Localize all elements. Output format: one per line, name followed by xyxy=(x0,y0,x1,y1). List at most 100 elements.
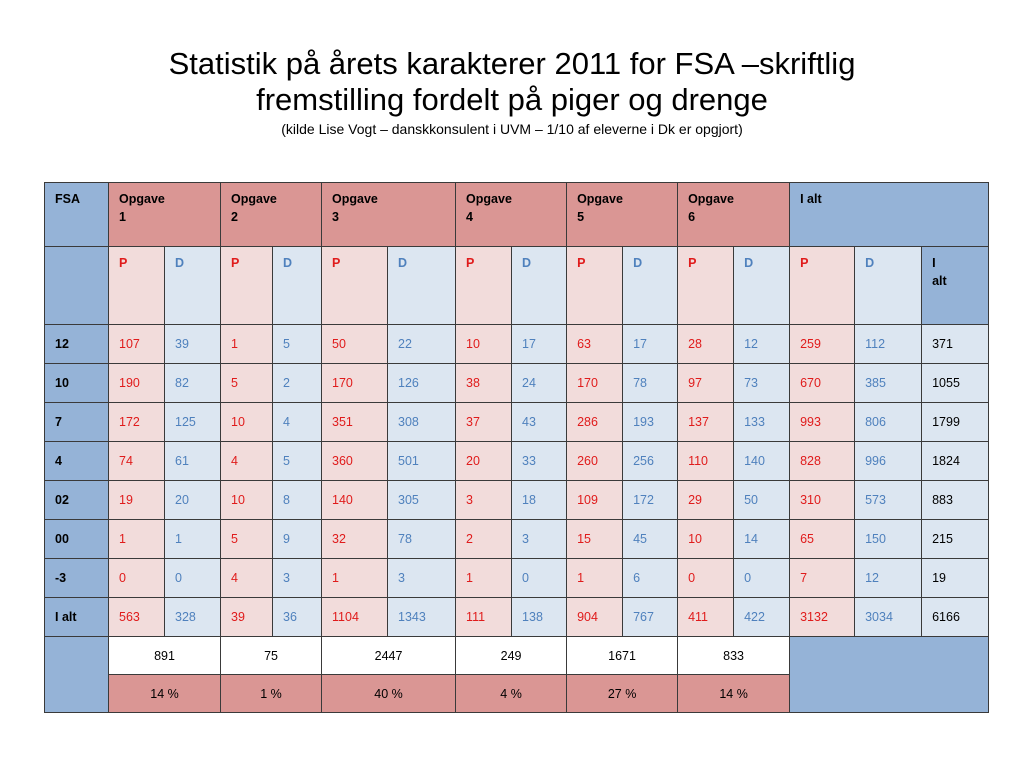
opgave-header: Opgave 1 xyxy=(107,182,222,247)
opgave-header: Opgave 3 xyxy=(321,182,457,247)
d-value-cell: 12 xyxy=(733,324,791,364)
d-value-cell: 422 xyxy=(733,597,791,637)
d-value-cell: 5 xyxy=(272,324,323,364)
grade-statistics-table: FSA Opgave 1 Opgave 2 Opgave 3 Opgave 4 Opgave 5 Op… xyxy=(44,182,990,713)
d-value-cell: 3 xyxy=(511,519,568,559)
p-value-cell: 190 xyxy=(108,363,165,403)
d-subheader: D xyxy=(272,246,323,325)
d-value-cell: 8 xyxy=(272,480,323,520)
opgave-header-label: Opgave xyxy=(119,192,165,206)
p-value-cell: 904 xyxy=(566,597,624,637)
p-value-cell: 170 xyxy=(321,363,389,403)
d-value-cell: 385 xyxy=(854,363,923,403)
p-value-cell: 10 xyxy=(220,402,274,442)
d-value-cell: 1 xyxy=(163,519,222,559)
d-value-cell: 3 xyxy=(387,558,457,598)
d-value-cell: 0 xyxy=(163,558,222,598)
title-block: Statistik på årets karakterer 2011 for F… xyxy=(0,46,1024,138)
p-value-cell: 74 xyxy=(108,441,165,481)
title-line-2: fremstilling fordelt på piger og drenge xyxy=(256,82,768,117)
opgave-header-label: Opgave xyxy=(332,192,378,206)
d-value-cell: 806 xyxy=(854,402,923,442)
total-subheader-line2: alt xyxy=(932,274,947,288)
p-value-cell: 15 xyxy=(566,519,624,559)
grade-label: 00 xyxy=(44,519,109,559)
opgave-header: Opgave 6 xyxy=(677,182,791,247)
d-value-cell: 150 xyxy=(854,519,923,559)
p-subheader: P xyxy=(108,246,165,325)
total-cell: 1055 xyxy=(921,363,990,403)
opgave-header-label: Opgave xyxy=(466,192,512,206)
d-value-cell: 140 xyxy=(733,441,791,481)
corner-header: FSA xyxy=(44,182,109,247)
d-value-cell: 20 xyxy=(163,480,222,520)
p-subheader: P xyxy=(677,246,735,325)
opgave-header-number: 6 xyxy=(688,210,696,224)
p-value-cell: 828 xyxy=(789,441,856,481)
d-value-cell: 0 xyxy=(511,558,568,598)
d-value-cell: 256 xyxy=(622,441,679,481)
grade-label: I alt xyxy=(44,597,109,637)
p-value-cell: 63 xyxy=(566,324,624,364)
opgave-header: Opgave 4 xyxy=(455,182,568,247)
d-value-cell: 112 xyxy=(854,324,923,364)
d-value-cell: 18 xyxy=(511,480,568,520)
d-value-cell: 308 xyxy=(387,402,457,442)
table-row: 12 107 39 1 5 50 22 10 17 63 17 28 12 259 112 371 xyxy=(44,324,990,364)
d-subheader: D xyxy=(163,246,222,325)
d-value-cell: 36 xyxy=(272,597,323,637)
p-value-cell: 3132 xyxy=(789,597,856,637)
p-value-cell: 29 xyxy=(677,480,735,520)
d-subheader: D xyxy=(733,246,791,325)
opgave-percent-cell: 40 % xyxy=(321,674,457,713)
p-value-cell: 5 xyxy=(220,363,274,403)
table-row: 4 74 61 4 5 360 501 20 33 260 256 110 140 828 996 1824 xyxy=(44,441,990,481)
p-value-cell: 310 xyxy=(789,480,856,520)
table-row: I alt 563 328 39 36 1104 1343 111 138 904 767 411 42… xyxy=(44,597,990,637)
total-cell: 1824 xyxy=(921,441,990,481)
p-value-cell: 10 xyxy=(455,324,513,364)
d-value-cell: 50 xyxy=(733,480,791,520)
p-subheader: P xyxy=(455,246,513,325)
p-value-cell: 32 xyxy=(321,519,389,559)
opgave-header-number: 5 xyxy=(577,210,585,224)
p-value-cell: 259 xyxy=(789,324,856,364)
p-value-cell: 1 xyxy=(321,558,389,598)
opgave-header-number: 1 xyxy=(119,210,126,224)
p-value-cell: 1 xyxy=(108,519,165,559)
d-subheader: D xyxy=(511,246,568,325)
total-cell: 1799 xyxy=(921,402,990,442)
p-value-cell: 109 xyxy=(566,480,624,520)
p-value-cell: 140 xyxy=(321,480,389,520)
opgave-sum-cell: 891 xyxy=(107,636,222,675)
title-line-1: Statistik på årets karakterer 2011 for F… xyxy=(168,46,856,81)
opgave-header-label: Opgave xyxy=(577,192,623,206)
p-value-cell: 1 xyxy=(566,558,624,598)
d-value-cell: 73 xyxy=(733,363,791,403)
opgave-percent-cell: 14 % xyxy=(677,674,791,713)
p-value-cell: 286 xyxy=(566,402,624,442)
d-value-cell: 17 xyxy=(511,324,568,364)
p-subheader: P xyxy=(789,246,856,325)
d-value-cell: 573 xyxy=(854,480,923,520)
opgave-header-label: Opgave xyxy=(688,192,734,206)
p-value-cell: 172 xyxy=(108,402,165,442)
grade-label: 10 xyxy=(44,363,109,403)
p-value-cell: 360 xyxy=(321,441,389,481)
d-subheader: D xyxy=(622,246,679,325)
d-value-cell: 17 xyxy=(622,324,679,364)
p-value-cell: 170 xyxy=(566,363,624,403)
grade-label: -3 xyxy=(44,558,109,598)
opgave-sum-cell: 75 xyxy=(220,636,323,675)
d-value-cell: 5 xyxy=(272,441,323,481)
d-value-cell: 45 xyxy=(622,519,679,559)
d-value-cell: 9 xyxy=(272,519,323,559)
p-value-cell: 0 xyxy=(677,558,735,598)
p-value-cell: 563 xyxy=(108,597,165,637)
total-cell: 215 xyxy=(921,519,990,559)
d-value-cell: 0 xyxy=(733,558,791,598)
d-value-cell: 125 xyxy=(163,402,222,442)
p-value-cell: 351 xyxy=(321,402,389,442)
